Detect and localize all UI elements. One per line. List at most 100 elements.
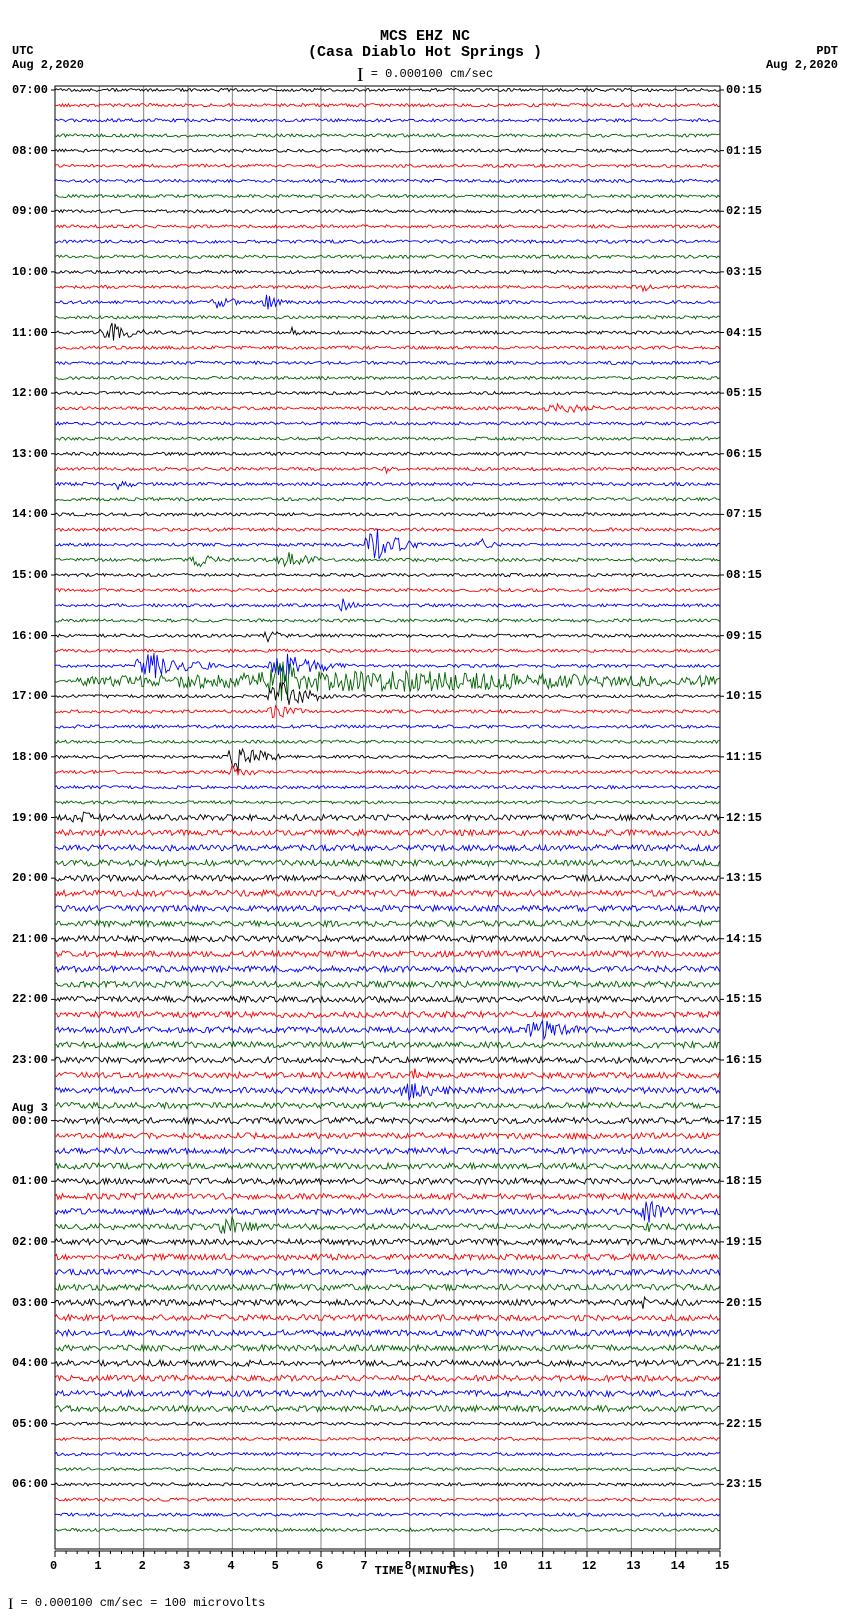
trace-row: [55, 765, 720, 775]
trace-row: [55, 1498, 720, 1501]
trace-row: [55, 529, 720, 559]
trace-row: [55, 498, 720, 501]
trace-row: [55, 649, 720, 652]
trace-row: [55, 801, 720, 804]
right-time: 22:15: [726, 1417, 762, 1431]
trace-row: [55, 240, 720, 243]
trace-row: [55, 951, 720, 957]
trace-row: [55, 1193, 720, 1199]
trace-row: [55, 683, 720, 705]
trace-row: [55, 422, 720, 425]
trace-row: [55, 1406, 720, 1412]
seismogram-plot: [0, 0, 850, 1613]
x-tick: 13: [626, 1559, 640, 1573]
trace-row: [55, 255, 720, 258]
right-time: 17:15: [726, 1114, 762, 1128]
trace-row: [55, 1345, 720, 1351]
left-time: 16:00: [12, 629, 48, 643]
trace-row: [55, 619, 720, 622]
right-time: 10:15: [726, 689, 762, 703]
trace-row: [55, 210, 720, 213]
x-tick: 15: [715, 1559, 729, 1573]
left-time: 06:00: [12, 1477, 48, 1491]
trace-row: [55, 104, 720, 107]
left-time: 17:00: [12, 689, 48, 703]
trace-row: [55, 1042, 720, 1048]
left-time: 19:00: [12, 811, 48, 825]
left-time: 18:00: [12, 750, 48, 764]
trace-row: [55, 285, 720, 291]
right-time: 08:15: [726, 568, 762, 582]
trace-row: [55, 179, 720, 182]
trace-row: [55, 921, 720, 927]
x-tick: 14: [671, 1559, 685, 1573]
trace-row: [55, 119, 720, 122]
trace-row: [55, 749, 720, 772]
x-tick: 11: [538, 1559, 552, 1573]
trace-row: [55, 437, 720, 440]
trace-row: [55, 812, 720, 822]
trace-row: [55, 1012, 720, 1018]
trace-row: [55, 1254, 720, 1260]
trace-row: [55, 599, 720, 611]
trace-row: [55, 392, 720, 395]
trace-row: [55, 1068, 720, 1078]
trace-row: [55, 1375, 720, 1381]
x-axis-label: TIME (MINUTES): [375, 1564, 476, 1578]
left-time: 00:00: [12, 1114, 48, 1128]
left-time: 07:00: [12, 83, 48, 97]
left-time: 10:00: [12, 265, 48, 279]
left-time: 01:00: [12, 1174, 48, 1188]
trace-row: [55, 1102, 720, 1108]
left-time: 15:00: [12, 568, 48, 582]
left-time: 09:00: [12, 204, 48, 218]
right-time: 15:15: [726, 992, 762, 1006]
trace-row: [55, 134, 720, 137]
trace-row: [55, 1118, 720, 1124]
x-tick: 10: [493, 1559, 507, 1573]
x-tick: 2: [139, 1559, 146, 1573]
trace-row: [55, 528, 720, 531]
trace-row: [55, 936, 720, 942]
trace-row: [55, 88, 720, 91]
trace-row: [55, 376, 720, 379]
trace-row: [55, 270, 720, 273]
trace-row: [55, 323, 720, 341]
trace-row: [55, 164, 720, 167]
right-time: 04:15: [726, 326, 762, 340]
right-time: 20:15: [726, 1296, 762, 1310]
trace-row: [55, 786, 720, 789]
left-time: 11:00: [12, 326, 48, 340]
trace-row: [55, 1528, 720, 1531]
left-time: 20:00: [12, 871, 48, 885]
trace-row: [55, 1390, 720, 1396]
trace-row: [55, 1202, 720, 1223]
x-tick: 0: [50, 1559, 57, 1573]
trace-row: [55, 845, 720, 851]
trace-row: [55, 552, 720, 566]
right-time: 14:15: [726, 932, 762, 946]
trace-row: [55, 1163, 720, 1169]
trace-row: [55, 404, 720, 412]
trace-row: [55, 1057, 720, 1063]
trace-row: [55, 149, 720, 152]
trace-row: [55, 1360, 720, 1366]
x-tick: 1: [94, 1559, 101, 1573]
left-time: 23:00: [12, 1053, 48, 1067]
trace-row: [55, 346, 720, 349]
trace-row: [55, 295, 720, 310]
left-time: 04:00: [12, 1356, 48, 1370]
right-time: 01:15: [726, 144, 762, 158]
trace-row: [55, 875, 720, 881]
left-time: 08:00: [12, 144, 48, 158]
right-time: 02:15: [726, 204, 762, 218]
trace-row: [55, 1330, 720, 1336]
right-time: 00:15: [726, 83, 762, 97]
trace-row: [55, 740, 720, 743]
x-tick: 3: [183, 1559, 190, 1573]
right-time: 05:15: [726, 386, 762, 400]
left-time: 02:00: [12, 1235, 48, 1249]
trace-row: [55, 890, 720, 896]
trace-row: [55, 452, 720, 455]
trace-row: [55, 482, 720, 490]
